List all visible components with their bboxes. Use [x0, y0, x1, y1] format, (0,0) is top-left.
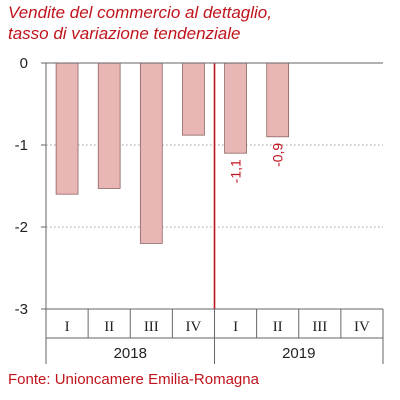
source-note: Fonte: Unioncamere Emilia-Romagna — [8, 371, 259, 388]
y-tick-label: -1 — [15, 137, 28, 154]
year-label: 2018 — [114, 345, 147, 362]
category-label: IV — [354, 319, 370, 335]
category-label: IV — [186, 319, 202, 335]
bar — [55, 62, 79, 195]
bar — [139, 62, 163, 244]
y-tick-label: 0 — [20, 55, 28, 72]
category-label: I — [65, 319, 70, 335]
y-tick-label: -3 — [15, 301, 28, 318]
year-label: 2019 — [282, 345, 315, 362]
bar — [224, 62, 247, 154]
chart-title-line-2: tasso di variazione tendenziale — [8, 24, 241, 43]
category-label: III — [312, 319, 327, 335]
data-label: -1,1 — [228, 159, 244, 183]
data-label: -0,9 — [270, 143, 286, 167]
bar — [182, 62, 205, 136]
category-label: II — [273, 319, 283, 335]
y-tick-label: -2 — [15, 219, 28, 236]
chart-title-line-1: Vendite del commercio al dettaglio, — [8, 3, 272, 22]
bars — [55, 62, 290, 244]
axes — [41, 62, 384, 364]
category-label: II — [104, 319, 114, 335]
chart-title: Vendite del commercio al dettaglio, tass… — [8, 2, 396, 44]
bar — [97, 62, 121, 189]
bar — [266, 62, 290, 138]
category-label: I — [233, 319, 238, 335]
category-label: III — [144, 319, 159, 335]
